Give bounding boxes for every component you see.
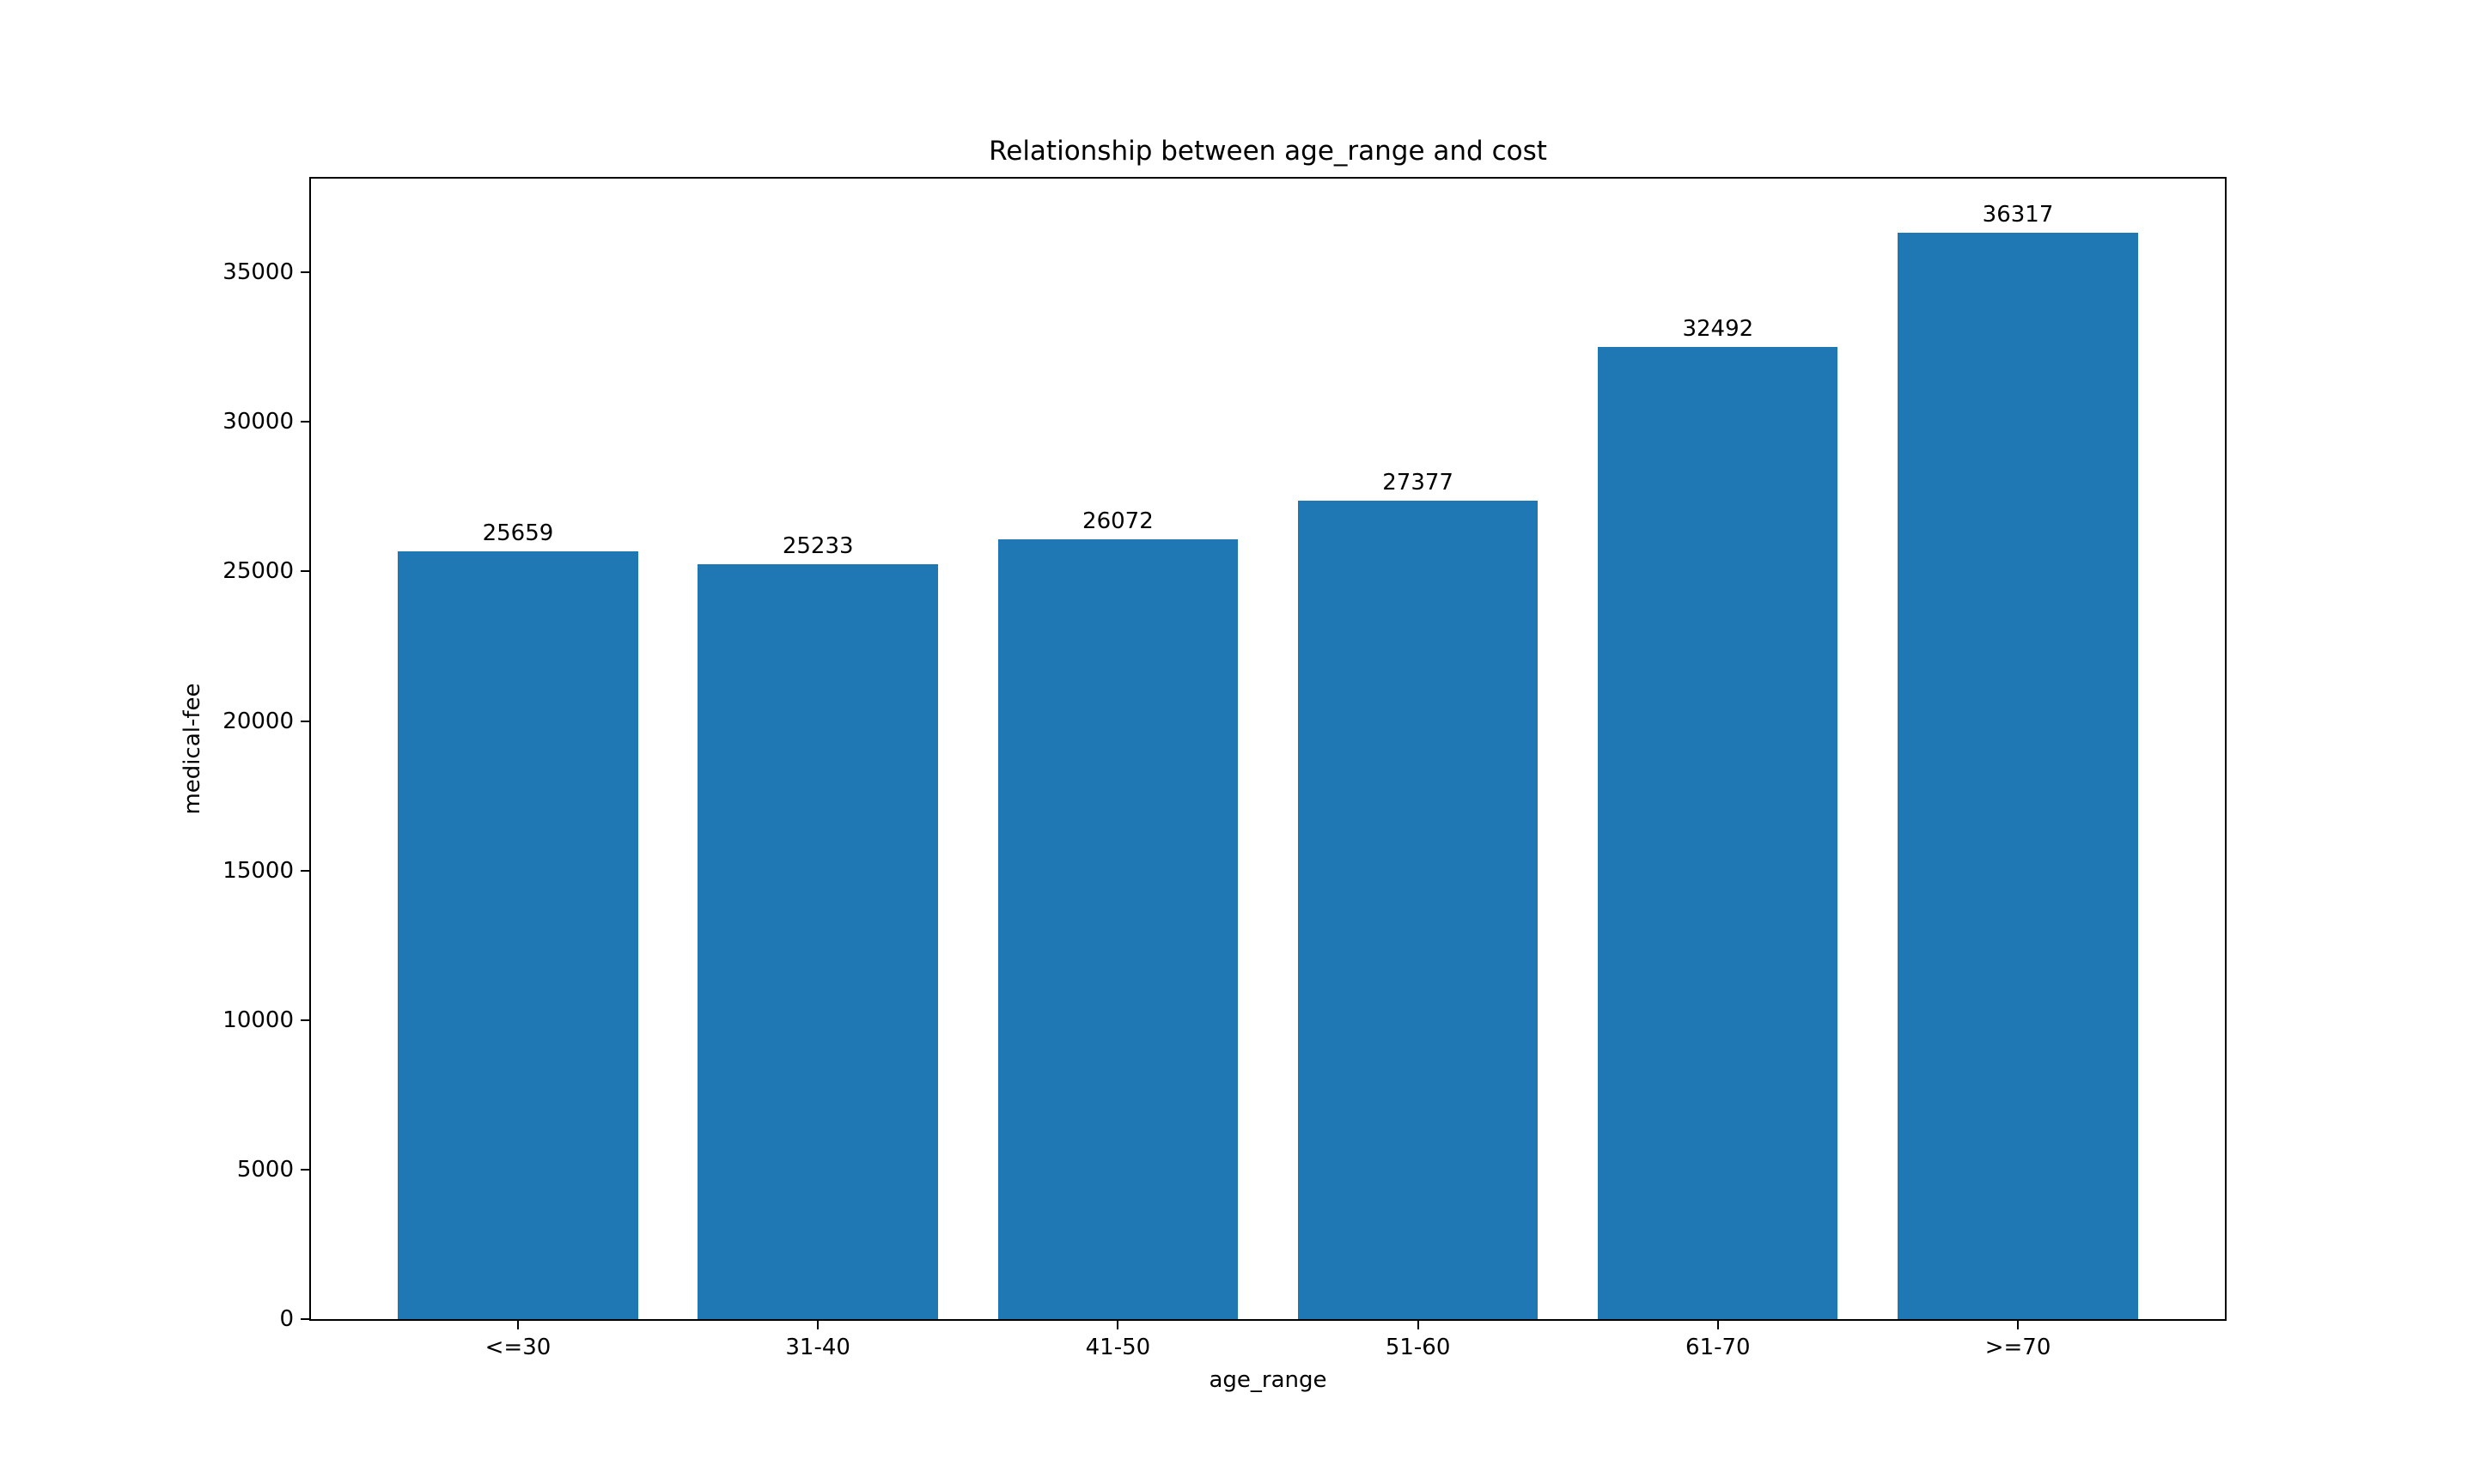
x-tick: [2017, 1321, 2020, 1329]
bar-value-label: 32492: [1682, 316, 1754, 343]
bar-value-label: 27377: [1382, 469, 1453, 496]
x-tick-label: 31-40: [785, 1335, 850, 1360]
bar: [1898, 233, 2138, 1319]
x-tick: [1716, 1321, 1719, 1329]
x-axis-label: age_range: [1209, 1367, 1327, 1393]
y-tick: [301, 1168, 309, 1171]
y-tick: [301, 421, 309, 423]
y-axis-label: medical-fee: [180, 683, 205, 815]
y-tick-label: 0: [279, 1306, 294, 1332]
y-tick-label: 35000: [222, 259, 294, 286]
y-tick: [301, 1019, 309, 1021]
chart-title: Relationship between age_range and cost: [989, 136, 1547, 167]
x-tick-label: 41-50: [1085, 1335, 1151, 1360]
plot-area: 0 5000 10000 15000 20000 25000 30000 35000 25659…: [222, 177, 2227, 1359]
bar: [997, 539, 1239, 1319]
bar-value-label: 25233: [782, 533, 854, 560]
x-tick-label: <=30: [484, 1335, 551, 1360]
x-tick-label: >=70: [1984, 1335, 2051, 1360]
y-tick: [301, 1318, 309, 1320]
y-tick: [301, 570, 309, 573]
y-tick-label: 20000: [222, 708, 294, 734]
y-tick-label: 10000: [222, 1007, 294, 1033]
y-tick-label: 25000: [222, 558, 294, 585]
x-tick: [1117, 1321, 1119, 1329]
x-tick: [516, 1321, 519, 1329]
bar-value-label: 25659: [482, 520, 554, 547]
bar-value-label: 26072: [1082, 508, 1154, 535]
x-tick: [817, 1321, 820, 1329]
bar-value-label: 36317: [1982, 202, 2054, 228]
y-tick-label: 5000: [236, 1156, 294, 1183]
bar: [398, 551, 638, 1319]
y-tick-label: 30000: [222, 409, 294, 435]
y-tick: [301, 271, 309, 274]
y-tick: [301, 869, 309, 872]
x-tick-label: 61-70: [1685, 1335, 1751, 1360]
x-tick: [1417, 1321, 1419, 1329]
bar: [1598, 347, 1838, 1319]
y-tick-label: 15000: [222, 857, 294, 884]
y-tick: [301, 720, 309, 722]
bar: [1297, 500, 1539, 1319]
x-tick-label: 51-60: [1385, 1335, 1451, 1360]
bar: [698, 564, 938, 1319]
